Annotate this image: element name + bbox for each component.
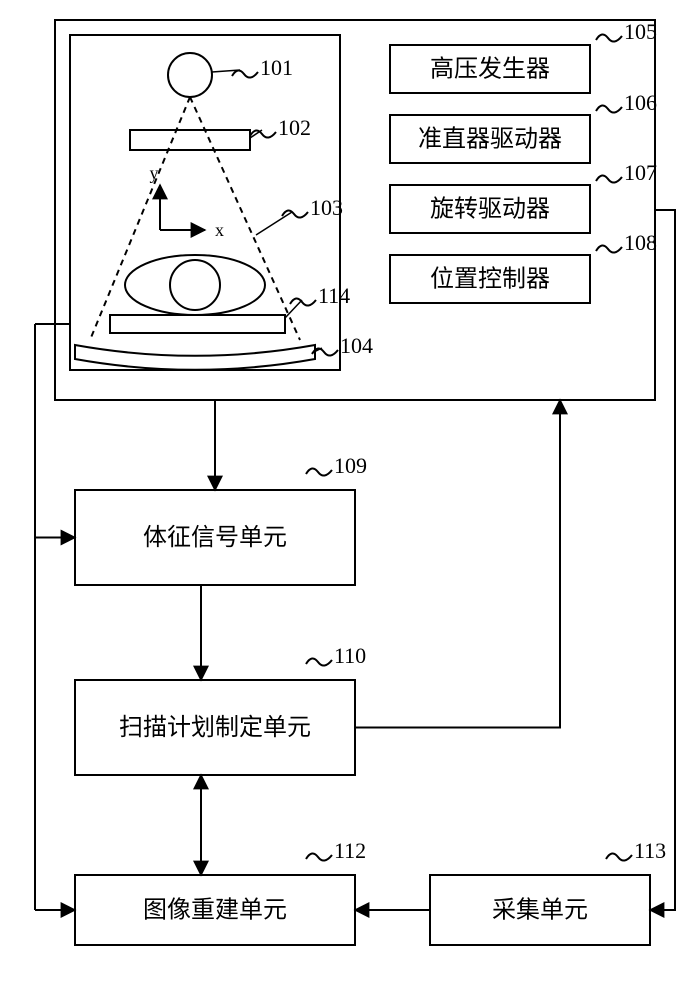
recon-label: 图像重建单元 — [143, 897, 287, 924]
coll-label: 准直器驱动器 — [418, 126, 562, 153]
ref-105: 105 — [624, 19, 657, 44]
svg-text:y: y — [150, 163, 159, 183]
arrow-plan-to-gantry — [355, 400, 560, 728]
xray-source — [168, 53, 212, 97]
ref-103: 103 — [310, 195, 343, 220]
ref-102: 102 — [278, 115, 311, 140]
patient-inner — [170, 260, 220, 310]
ref-107: 107 — [624, 160, 657, 185]
patient-outline — [125, 255, 265, 315]
vital-label: 体征信号单元 — [143, 524, 287, 551]
svg-text:x: x — [215, 220, 224, 240]
ref-113: 113 — [634, 838, 666, 863]
patient-table — [110, 315, 285, 333]
ref-106: 106 — [624, 90, 657, 115]
ref-114: 114 — [318, 283, 350, 308]
arrow-gantry-to-acquire — [650, 210, 675, 910]
ref-112: 112 — [334, 838, 366, 863]
acquire-label: 采集单元 — [492, 897, 588, 924]
plan-label: 扫描计划制定单元 — [119, 714, 311, 741]
pos-label: 位置控制器 — [430, 266, 550, 293]
ref-109: 109 — [334, 453, 367, 478]
rot-label: 旋转驱动器 — [430, 196, 550, 223]
diagram-root: y x 101 102 103 114 104 高压发生器 105 准直器驱动器 106 旋转驱动器 1… — [0, 0, 695, 1000]
ref-108: 108 — [624, 230, 657, 255]
detector-arc — [75, 345, 315, 370]
ref-110: 110 — [334, 643, 366, 668]
ref-104: 104 — [340, 333, 373, 358]
collimator — [130, 130, 250, 150]
ref-101: 101 — [260, 55, 293, 80]
hv-label: 高压发生器 — [430, 56, 550, 83]
